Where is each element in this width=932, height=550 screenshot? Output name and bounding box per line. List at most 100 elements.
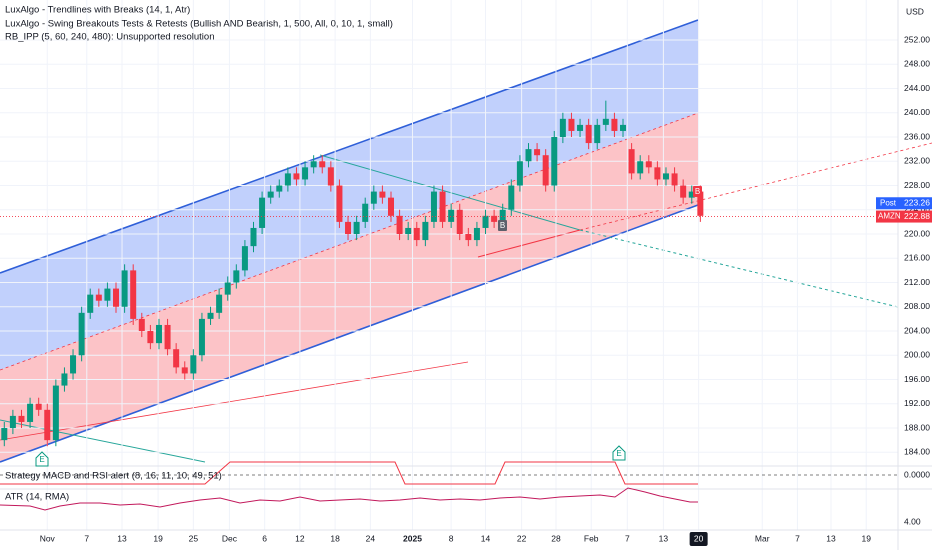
candle-body — [662, 173, 669, 180]
candle-body — [113, 288, 120, 307]
candle-body — [422, 221, 429, 241]
candle-body — [164, 324, 171, 350]
x-tick-label: Mar — [755, 533, 770, 543]
candle-body — [594, 124, 601, 144]
candle-body — [516, 161, 523, 186]
grid — [0, 0, 898, 530]
candle-body — [499, 209, 506, 222]
post-tag — [876, 197, 932, 210]
y-tick-label: 192.00 — [904, 398, 930, 408]
y-tick-label: 216.00 — [904, 253, 930, 263]
candle-body — [284, 173, 291, 186]
candle-body — [611, 118, 618, 131]
candle-body — [680, 185, 687, 198]
trendline-green — [0, 419, 206, 463]
candle-body — [491, 215, 498, 222]
x-tick-label: Feb — [584, 533, 599, 543]
candle-body — [413, 227, 420, 241]
candle-body — [44, 409, 51, 441]
y-tick-label: 240.00 — [904, 107, 930, 117]
candle-body — [276, 185, 283, 192]
last-price: 222.88 — [904, 211, 930, 221]
y-tick-label: 232.00 — [904, 156, 930, 166]
x-tick-label: Nov — [40, 533, 56, 543]
candle-body — [473, 227, 480, 241]
x-tick-label: 28 — [551, 533, 561, 543]
legend-line: RB_IPP (5, 60, 240, 480): Unsupported re… — [5, 32, 214, 43]
candle-body — [70, 355, 77, 374]
candle-body — [61, 373, 68, 386]
x-tick-label: 7 — [795, 533, 800, 543]
candle-body — [130, 270, 137, 319]
candle-body — [52, 385, 59, 441]
candle-body — [396, 215, 403, 235]
axis: 184.00188.00192.00196.00200.00204.00208.… — [40, 34, 930, 546]
candle-body — [637, 161, 644, 174]
candle-body — [319, 161, 326, 168]
candle-body — [190, 355, 197, 374]
signal-label: B — [500, 221, 505, 230]
candle-body — [27, 403, 34, 422]
y-tick-label: 236.00 — [904, 131, 930, 141]
candle-body — [267, 191, 274, 198]
y-tick-label: 196.00 — [904, 374, 930, 384]
legend-line: LuxAlgo - Trendlines with Breaks (14, 1,… — [5, 5, 190, 16]
legend-line: LuxAlgo - Swing Breakouts Tests & Retest… — [5, 19, 393, 30]
candle-body — [293, 173, 300, 180]
currency: USD — [906, 6, 924, 16]
x-tick-label: 20 — [694, 533, 704, 543]
candle-body — [9, 415, 16, 429]
pane-title: ATR (14, RMA) — [5, 492, 69, 503]
y-tick-label: 200.00 — [904, 350, 930, 360]
candle-body — [181, 367, 188, 374]
candle-body — [353, 221, 360, 235]
y-tick-label: 248.00 — [904, 59, 930, 69]
candle-body — [439, 191, 446, 222]
candle-body — [525, 149, 532, 162]
candle-body — [224, 282, 231, 295]
candle-body — [697, 191, 704, 216]
post-price: 223.26 — [904, 198, 930, 208]
x-tick-label: 13 — [117, 533, 127, 543]
channel-mid — [0, 112, 699, 371]
candle-body — [173, 349, 180, 368]
candle-body — [138, 318, 145, 332]
symbol-label: AMZN — [878, 212, 901, 221]
trendline-down-ext — [579, 229, 899, 308]
event-label: E — [39, 455, 44, 464]
candle-body — [1, 428, 8, 441]
candle-body — [654, 167, 661, 180]
candle-body — [568, 118, 575, 131]
trendline-down — [319, 154, 581, 231]
candle-body — [95, 294, 102, 301]
candle-body — [327, 167, 334, 186]
x-tick-label: Dec — [222, 533, 238, 543]
pane-title: Strategy MACD and RSI alert (8, 16, 11, … — [5, 471, 222, 482]
y-tick-label: 252.00 — [904, 34, 930, 44]
candle-body — [310, 161, 317, 168]
x-tick-label: 24 — [366, 533, 376, 543]
candle-body — [559, 118, 566, 138]
x-tick-label: 14 — [481, 533, 491, 543]
x-tick-label: 25 — [189, 533, 199, 543]
candle-body — [207, 312, 214, 319]
price-tag — [876, 210, 932, 223]
candle-body — [345, 221, 352, 235]
event-marker: E — [612, 445, 626, 461]
signal-box — [498, 220, 507, 231]
candle-body — [508, 185, 515, 210]
candle-body — [456, 209, 463, 235]
trendline-ext — [579, 142, 932, 231]
candle-body — [35, 403, 42, 410]
y-tick-label: 188.00 — [904, 422, 930, 432]
x-tick-label: 13 — [826, 533, 836, 543]
signal-box — [693, 186, 702, 197]
candle-body — [302, 167, 309, 180]
channel-upper — [0, 19, 699, 274]
candle-body — [430, 191, 437, 222]
candle-body — [645, 161, 652, 168]
candle-body — [250, 227, 257, 247]
atr-line — [0, 487, 698, 511]
